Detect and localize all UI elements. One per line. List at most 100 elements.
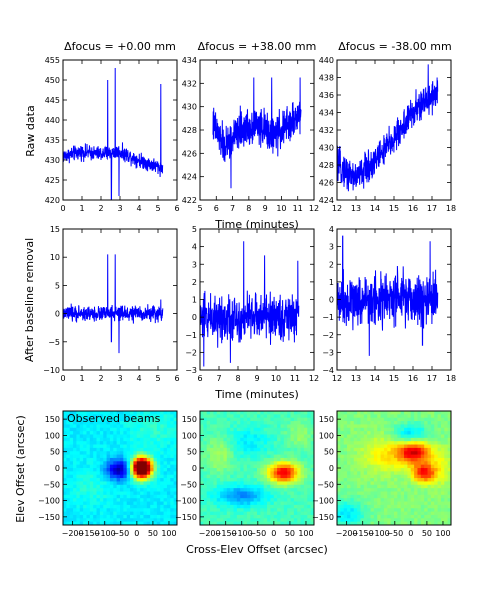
heatmap-cell <box>414 427 418 432</box>
heatmap-cell <box>377 411 381 415</box>
heatmap-cell <box>267 481 271 486</box>
heatmap-cell <box>243 508 248 512</box>
heatmap-cell <box>420 518 425 523</box>
heatmap-cell <box>173 491 178 496</box>
heatmap-cell <box>397 431 402 435</box>
heatmap-cell <box>377 421 381 425</box>
heatmap-cell <box>390 441 395 445</box>
heatmap-cell <box>310 491 315 496</box>
heatmap-cell <box>357 508 361 512</box>
heatmap-cell <box>163 514 168 519</box>
heatmap-cell <box>240 511 244 516</box>
heatmap-cell <box>93 451 97 455</box>
heatmap-cell <box>340 457 345 462</box>
heatmap-cell <box>160 424 164 429</box>
heatmap-cell <box>260 444 265 449</box>
heatmap-cell <box>283 417 288 422</box>
heatmap-cell <box>96 454 101 459</box>
heatmap-cell <box>106 508 111 512</box>
heatmap-cell <box>170 427 175 432</box>
heatmap-cell <box>226 521 231 526</box>
heatmap-cell <box>263 417 268 422</box>
heatmap-cell <box>340 444 345 449</box>
heatmap-cell <box>170 437 175 442</box>
heatmap-cell <box>373 471 378 476</box>
heatmap-cell <box>63 518 67 523</box>
heatmap-cell <box>273 504 278 509</box>
heatmap-cell <box>414 494 418 499</box>
heatmap-cell <box>133 464 138 469</box>
heatmap-cell <box>353 511 358 516</box>
heatmap-cell <box>233 478 238 482</box>
y-tick-label: 100 <box>319 431 334 440</box>
heatmap-cell <box>153 468 158 472</box>
heatmap-cell <box>123 498 128 502</box>
heatmap-cell <box>153 417 158 422</box>
heatmap-cell <box>140 431 144 435</box>
heatmap-cell <box>353 484 358 489</box>
heatmap-cell <box>123 488 128 492</box>
heatmap-cell <box>73 521 77 526</box>
heatmap-cell <box>66 511 71 516</box>
heatmap-cell <box>353 504 358 509</box>
heatmap-cell <box>380 474 385 479</box>
heatmap-cell <box>246 441 251 445</box>
heatmap-cell <box>136 441 141 445</box>
heatmap-cell <box>226 414 231 419</box>
heatmap-cell <box>307 498 312 502</box>
heatmap-cell <box>210 417 214 422</box>
heatmap-cell <box>287 441 291 445</box>
heatmap-cell <box>233 414 238 419</box>
heatmap-cell <box>203 414 208 419</box>
heatmap-cell <box>143 494 148 499</box>
y-tick-label: 100 <box>45 431 60 440</box>
heatmap-cell <box>404 474 408 479</box>
heatmap-cell <box>363 474 368 479</box>
heatmap-cell <box>113 431 118 435</box>
heatmap-cell <box>233 498 238 502</box>
heatmap-cell <box>360 444 365 449</box>
heatmap-cell <box>283 488 288 492</box>
heatmap-cell <box>146 478 151 482</box>
heatmap-cell <box>126 508 131 512</box>
heatmap-cell <box>420 491 425 496</box>
heatmap-cell <box>206 511 211 516</box>
heatmap-cell <box>277 444 281 449</box>
heatmap-cell <box>257 521 261 526</box>
heatmap-cell <box>363 414 368 419</box>
heatmap-cell <box>253 494 258 499</box>
heatmap-cell <box>360 494 365 499</box>
heatmap-cell <box>367 457 371 462</box>
heatmap-cell <box>250 498 255 502</box>
heatmap-cell <box>200 484 204 489</box>
heatmap-cell <box>300 464 305 469</box>
heatmap-cell <box>133 468 138 472</box>
heatmap-cell <box>440 451 445 455</box>
heatmap-cell <box>340 427 345 432</box>
heatmap-cell <box>380 434 385 439</box>
heatmap-cell <box>437 484 442 489</box>
heatmap-cell <box>140 424 144 429</box>
heatmap-cell <box>109 508 114 512</box>
heatmap-cell <box>447 431 452 435</box>
heatmap-cell <box>76 424 81 429</box>
heatmap-cell <box>79 454 84 459</box>
heatmap-cell <box>287 474 291 479</box>
heatmap-cell <box>267 411 271 415</box>
heatmap-cell <box>273 508 278 512</box>
heatmap-cell <box>130 437 134 442</box>
heatmap-cell <box>153 421 158 425</box>
heatmap-cell <box>126 417 131 422</box>
heatmap-cell <box>404 437 408 442</box>
heatmap-cell <box>126 421 131 425</box>
heatmap-cell <box>427 514 432 519</box>
heatmap-cell <box>146 521 151 526</box>
heatmap-cell <box>230 454 234 459</box>
heatmap-cell <box>150 444 154 449</box>
heatmap-cell <box>106 474 111 479</box>
heatmap-cell <box>226 484 231 489</box>
heatmap-cell <box>226 444 231 449</box>
heatmap-cell <box>360 491 365 496</box>
heatmap-cell <box>427 431 432 435</box>
